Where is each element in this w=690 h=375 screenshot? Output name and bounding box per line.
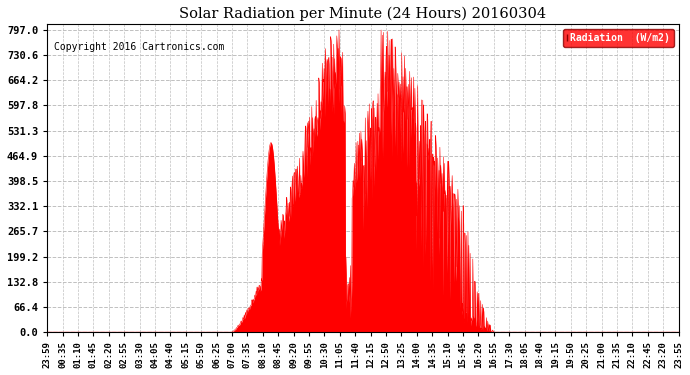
- Text: Copyright 2016 Cartronics.com: Copyright 2016 Cartronics.com: [54, 42, 224, 52]
- Legend: Radiation  (W/m2): Radiation (W/m2): [563, 29, 673, 46]
- Title: Solar Radiation per Minute (24 Hours) 20160304: Solar Radiation per Minute (24 Hours) 20…: [179, 7, 546, 21]
